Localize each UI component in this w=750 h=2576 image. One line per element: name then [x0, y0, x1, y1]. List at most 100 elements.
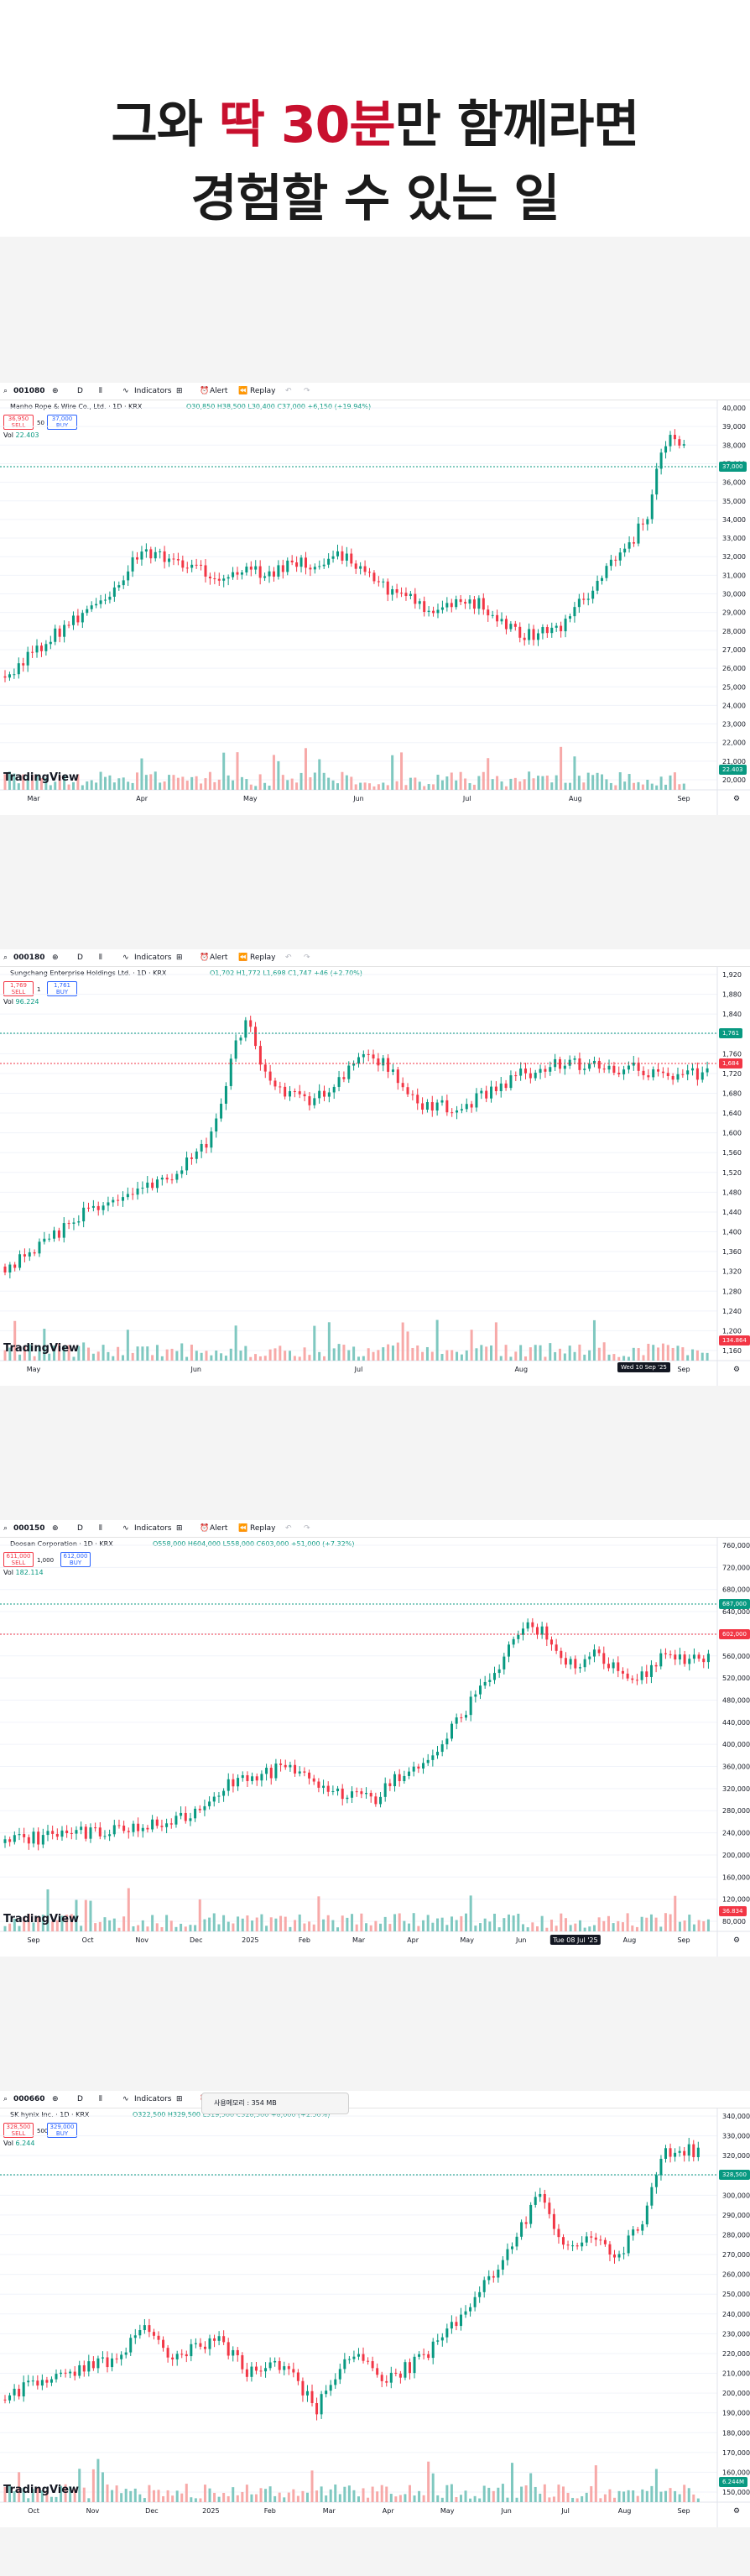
price-chart[interactable]: 40,000 39,000 38,000 37,000 36,000 35,000 34,0… [0, 383, 750, 815]
candle [294, 1764, 297, 1774]
undo-icon[interactable]: ↶ [285, 1524, 292, 1533]
buy-button[interactable]: 37,000 BUY [47, 415, 77, 430]
add-symbol-plus-icon[interactable]: ⊕ [52, 2095, 59, 2103]
indicators-button[interactable]: Indicators [134, 1524, 172, 1533]
order-quantity[interactable]: 500 [37, 2128, 49, 2134]
interval-button[interactable]: D [77, 2095, 83, 2103]
interval-button[interactable]: D [77, 954, 83, 962]
replay-button[interactable]: Replay [250, 954, 276, 962]
interval-button[interactable]: D [77, 1524, 83, 1533]
sell-button[interactable]: 611,000 SELL [3, 1552, 34, 1567]
price-chart[interactable]: 760,000720,000680,000640,000600,000560,0… [0, 1520, 750, 1957]
redo-icon[interactable]: ↷ [304, 387, 310, 395]
settings-gear-icon[interactable]: ⚙ [733, 1366, 741, 1374]
search-icon[interactable]: ⌕ [3, 387, 8, 395]
undo-icon[interactable]: ↶ [285, 387, 292, 395]
redo-icon[interactable]: ↷ [304, 1524, 310, 1533]
add-symbol-plus-icon[interactable]: ⊕ [52, 1524, 59, 1533]
date-tag: Wed 10 Sep '25 [617, 1362, 670, 1372]
symbol-search-button[interactable]: 000180 [13, 954, 45, 962]
price-chart[interactable]: 1,9201,8801,8401,8001,7601,7201,6801,640… [0, 949, 750, 1386]
templates-grid-icon[interactable]: ⊞ [176, 1524, 183, 1533]
settings-gear-icon[interactable]: ⚙ [733, 2507, 741, 2516]
indicators-button[interactable]: Indicators [134, 954, 172, 962]
buy-button[interactable]: 612,000 BUY [60, 1552, 91, 1567]
candle [387, 1058, 390, 1072]
volume-bar [647, 1343, 650, 1361]
redo-icon[interactable]: ↷ [304, 954, 310, 962]
volume-bar [222, 2492, 226, 2502]
candle [258, 1046, 262, 1065]
volume-bar [232, 780, 235, 790]
symbol-search-button[interactable]: 001080 [13, 387, 45, 395]
indicators-button[interactable]: Indicators [134, 2095, 172, 2103]
replay-icon[interactable]: ⏪ [238, 1524, 248, 1533]
candle [357, 2354, 360, 2357]
volume-bar [342, 1345, 346, 1361]
alert-button[interactable]: Alert [210, 387, 228, 395]
buy-button[interactable]: 1,761 BUY [47, 981, 77, 996]
alert-icon[interactable]: ⏰ [200, 1524, 210, 1533]
price-chart[interactable]: 340,000330,000320,000310,000300,000290,0… [0, 2091, 750, 2527]
settings-gear-icon[interactable]: ⚙ [733, 795, 741, 803]
sell-button[interactable]: 1,769 SELL [3, 981, 34, 996]
volume-bar [43, 1329, 46, 1361]
volume-bar [445, 2485, 449, 2502]
templates-grid-icon[interactable]: ⊞ [176, 2095, 183, 2103]
price-tick-label: 360,000 [722, 1763, 750, 1771]
candle-style-icon[interactable]: ⫴ [99, 2095, 102, 2103]
sell-button[interactable]: 36,950 SELL [3, 415, 34, 430]
interval-button[interactable]: D [77, 387, 83, 395]
replay-button[interactable]: Replay [250, 387, 276, 395]
price-tick-label: 150,000 [722, 2489, 750, 2496]
volume-bar [524, 1356, 528, 1361]
volume-bar [641, 2489, 644, 2502]
indicators-icon[interactable]: ∿ [122, 2095, 129, 2103]
settings-gear-icon[interactable]: ⚙ [733, 1936, 741, 1945]
candle [138, 2330, 142, 2336]
indicators-icon[interactable]: ∿ [122, 1524, 129, 1533]
search-icon[interactable]: ⌕ [3, 2095, 8, 2103]
indicators-icon[interactable]: ∿ [122, 954, 129, 962]
indicators-icon[interactable]: ∿ [122, 387, 129, 395]
candle [251, 1776, 254, 1781]
candle [170, 1179, 174, 1181]
volume-bar [41, 1915, 44, 1931]
order-quantity[interactable]: 1,000 [37, 1557, 55, 1564]
volume-bar [246, 1915, 249, 1931]
candle [141, 1827, 144, 1831]
alert-button[interactable]: Alert [210, 1524, 228, 1533]
candle-style-icon[interactable]: ⫴ [99, 954, 102, 962]
sell-button[interactable]: 328,500 SELL [3, 2123, 34, 2138]
volume-bar [136, 772, 139, 790]
add-symbol-plus-icon[interactable]: ⊕ [52, 387, 59, 395]
alert-icon[interactable]: ⏰ [200, 387, 210, 395]
order-quantity[interactable]: 1 [37, 986, 41, 993]
volume-bar [506, 2497, 509, 2502]
candle [322, 564, 326, 567]
volume-bar [194, 2498, 197, 2502]
symbol-search-button[interactable]: 000150 [13, 1524, 45, 1533]
price-tick-label: 180,000 [722, 2429, 750, 2437]
search-icon[interactable]: ⌕ [3, 954, 8, 962]
replay-icon[interactable]: ⏪ [238, 954, 248, 962]
buy-button[interactable]: 329,000 BUY [47, 2123, 77, 2138]
candle [576, 2245, 579, 2247]
templates-grid-icon[interactable]: ⊞ [176, 954, 183, 962]
order-quantity[interactable]: 50 [37, 420, 44, 426]
candle-style-icon[interactable]: ⫴ [99, 387, 102, 395]
templates-grid-icon[interactable]: ⊞ [176, 387, 183, 395]
volume-bar [90, 780, 93, 790]
search-icon[interactable]: ⌕ [3, 1524, 8, 1533]
candle-style-icon[interactable]: ⫴ [99, 1524, 102, 1533]
alert-button[interactable]: Alert [210, 954, 228, 962]
replay-button[interactable]: Replay [250, 1524, 276, 1533]
add-symbol-plus-icon[interactable]: ⊕ [52, 954, 59, 962]
replay-icon[interactable]: ⏪ [238, 387, 248, 395]
volume-bar [664, 1913, 667, 1931]
undo-icon[interactable]: ↶ [285, 954, 292, 962]
symbol-search-button[interactable]: 000660 [13, 2095, 45, 2103]
alert-icon[interactable]: ⏰ [200, 954, 210, 962]
indicators-button[interactable]: Indicators [134, 387, 172, 395]
time-tick-label: Feb [264, 2507, 276, 2515]
